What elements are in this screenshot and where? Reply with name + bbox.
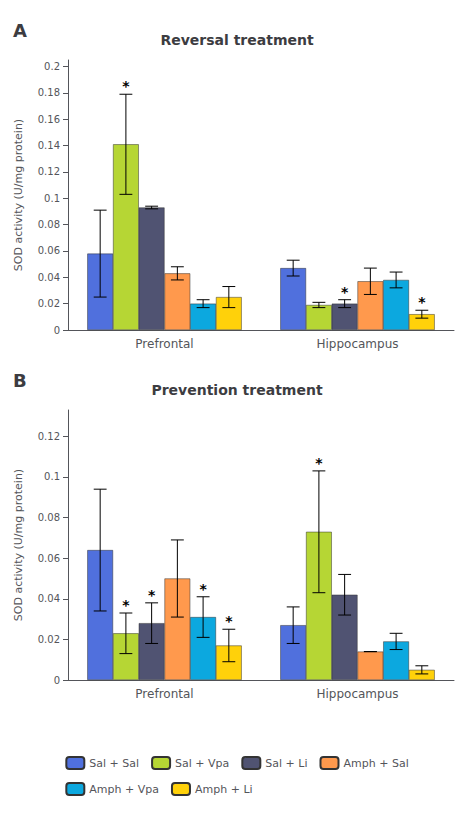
svg-text:0.12: 0.12 <box>38 166 60 177</box>
svg-text:Amph + Li: Amph + Li <box>195 783 253 796</box>
svg-text:0.02: 0.02 <box>38 634 60 645</box>
svg-text:0: 0 <box>54 675 60 686</box>
svg-text:Sal + Vpa: Sal + Vpa <box>175 757 229 770</box>
svg-text:0.04: 0.04 <box>38 593 60 604</box>
svg-text:0.2: 0.2 <box>44 61 60 72</box>
svg-text:Hippocampus: Hippocampus <box>316 687 398 701</box>
svg-text:0: 0 <box>54 325 60 336</box>
svg-text:Prefrontal: Prefrontal <box>135 687 193 701</box>
svg-text:0.02: 0.02 <box>38 298 60 309</box>
svg-text:0.18: 0.18 <box>38 87 60 98</box>
svg-text:Hippocampus: Hippocampus <box>316 337 398 351</box>
svg-text:0.06: 0.06 <box>38 553 60 564</box>
svg-text:*: * <box>199 581 207 597</box>
svg-text:*: * <box>122 78 130 94</box>
svg-text:Amph + Vpa: Amph + Vpa <box>89 783 159 796</box>
svg-text:0.1: 0.1 <box>44 193 60 204</box>
svg-text:SOD activity (U/mg protein): SOD activity (U/mg protein) <box>12 119 25 271</box>
svg-text:0.12: 0.12 <box>38 431 60 442</box>
svg-text:0.16: 0.16 <box>38 114 60 125</box>
svg-text:Prefrontal: Prefrontal <box>135 337 193 351</box>
svg-text:Reversal treatment: Reversal treatment <box>160 32 314 48</box>
svg-text:A: A <box>13 20 27 41</box>
svg-text:Sal + Li: Sal + Li <box>265 757 307 770</box>
svg-text:*: * <box>418 294 426 310</box>
svg-text:*: * <box>148 587 156 603</box>
svg-text:B: B <box>13 370 27 391</box>
svg-text:*: * <box>341 284 349 300</box>
svg-text:0.08: 0.08 <box>38 512 60 523</box>
svg-text:0.1: 0.1 <box>44 471 60 482</box>
svg-text:*: * <box>315 455 323 471</box>
svg-text:0.04: 0.04 <box>38 272 60 283</box>
svg-text:0.14: 0.14 <box>38 140 60 151</box>
svg-text:0.06: 0.06 <box>38 245 60 256</box>
svg-text:SOD activity (U/mg protein): SOD activity (U/mg protein) <box>12 469 25 621</box>
svg-text:0.08: 0.08 <box>38 219 60 230</box>
svg-text:Prevention treatment: Prevention treatment <box>151 382 322 398</box>
svg-text:Sal + Sal: Sal + Sal <box>89 757 139 770</box>
svg-text:*: * <box>225 613 233 629</box>
svg-text:*: * <box>122 597 130 613</box>
svg-text:Amph + Sal: Amph + Sal <box>343 757 408 770</box>
